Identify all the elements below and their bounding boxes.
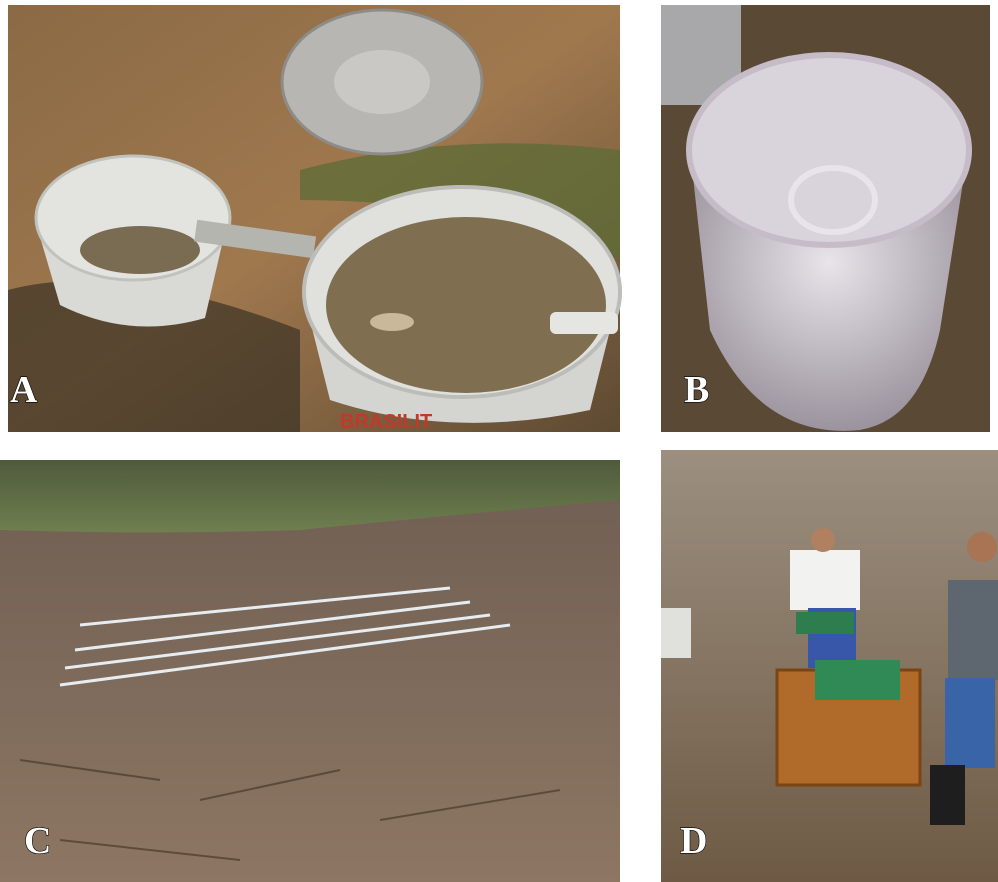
outlet: [550, 312, 618, 334]
person-shirt: [790, 550, 860, 610]
shadow: [8, 281, 300, 432]
panel-label: A: [10, 369, 38, 411]
small-tank-water: [80, 226, 200, 274]
panel-a: BRASILIT A: [8, 5, 622, 433]
plot-borders: [59, 586, 511, 687]
scale-top: [796, 612, 854, 634]
person2-head: [967, 532, 997, 562]
collector-rim: [686, 52, 972, 248]
scale-platform: [815, 660, 900, 700]
panel-d: D: [661, 450, 998, 882]
treeline: [0, 460, 620, 533]
person2-jeans: [945, 678, 995, 768]
foam: [370, 313, 414, 331]
panel-label: C: [24, 820, 51, 862]
panel-c: C: [0, 460, 620, 882]
person2-shirt: [948, 580, 998, 680]
boots: [930, 765, 965, 825]
tank: [661, 608, 691, 658]
lid-center: [334, 50, 430, 114]
person-head: [811, 528, 835, 552]
panel-label: B: [684, 369, 709, 411]
tank-print: BRASILIT: [340, 411, 432, 433]
debris: [19, 759, 561, 861]
pipe: [194, 219, 317, 259]
panel-label: D: [680, 820, 707, 862]
inner-tube: [788, 165, 878, 235]
panel-b: B: [661, 5, 990, 432]
large-tank-water: [326, 217, 606, 393]
